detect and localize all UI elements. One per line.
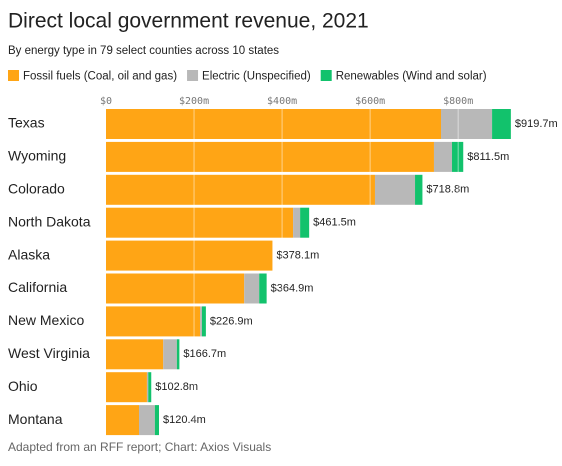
total-label: $102.8m (155, 381, 198, 393)
bar-segment (176, 339, 180, 370)
x-tick-label: $800m (443, 96, 473, 107)
category-label: West Virginia (8, 345, 90, 361)
bar-segment (106, 339, 164, 370)
category-label: Wyoming (8, 148, 66, 164)
bar-segment (106, 141, 434, 172)
total-label: $166.7m (183, 348, 226, 360)
bar-segment (300, 207, 310, 238)
x-tick-label: $400m (267, 96, 297, 107)
total-label: $378.1m (276, 250, 319, 262)
bar-segment (106, 306, 201, 337)
category-label: Alaska (8, 246, 50, 262)
total-label: $120.4m (163, 414, 206, 426)
bar-segment (441, 109, 493, 139)
legend-label: Fossil fuels (Coal, oil and gas) (23, 71, 177, 83)
x-tick-label: $600m (355, 96, 385, 107)
category-label: California (8, 279, 67, 295)
source: Adapted from an RFF report; Chart: Axios… (8, 440, 271, 454)
bar-segment (106, 207, 294, 238)
category-label: Colorado (8, 181, 65, 197)
bar-segment (154, 405, 160, 436)
legend-swatch (187, 70, 199, 81)
bar-segment (374, 174, 416, 205)
bar-segment (106, 372, 147, 403)
legend-label: Renewables (Wind and solar) (336, 71, 487, 83)
legend-swatch (8, 70, 19, 81)
total-label: $364.9m (271, 282, 314, 294)
total-label: $811.5m (467, 151, 509, 163)
category-label: Montana (8, 411, 63, 427)
bar-segment (293, 207, 301, 238)
bar-segment (106, 109, 442, 139)
chart-subtitle: By energy type in 79 select counties acr… (8, 45, 279, 57)
category-label: North Dakota (8, 213, 91, 229)
legend-swatch (320, 70, 332, 81)
bar-segment (244, 273, 260, 304)
legend-label: Electric (Unspecified) (202, 71, 311, 83)
bar-segment (148, 372, 152, 403)
bar-segment (415, 174, 423, 205)
bar-segment (200, 306, 202, 337)
category-label: New Mexico (8, 312, 84, 328)
bar-segment (163, 339, 177, 370)
bar-segment (106, 174, 375, 205)
bar-segment (146, 372, 149, 403)
bar-segment (139, 405, 155, 436)
bar-segment (106, 273, 245, 304)
total-label: $919.7m (515, 118, 558, 130)
category-label: Texas (8, 115, 45, 131)
chart-title: Direct local government revenue, 2021 (8, 10, 369, 33)
bar-segment (106, 240, 273, 271)
total-label: $226.9m (210, 315, 253, 327)
x-tick-label: $200m (179, 96, 209, 107)
bar-segment (106, 405, 140, 436)
bar-segment (433, 141, 453, 172)
bar-segment (452, 141, 464, 172)
bar-segment (201, 306, 206, 337)
x-tick-label: $0 (100, 96, 112, 107)
total-label: $718.8m (426, 184, 469, 196)
bar-segment (259, 273, 267, 304)
total-label: $461.5m (313, 217, 356, 229)
category-label: Ohio (8, 378, 38, 394)
bar-segment (492, 109, 511, 139)
